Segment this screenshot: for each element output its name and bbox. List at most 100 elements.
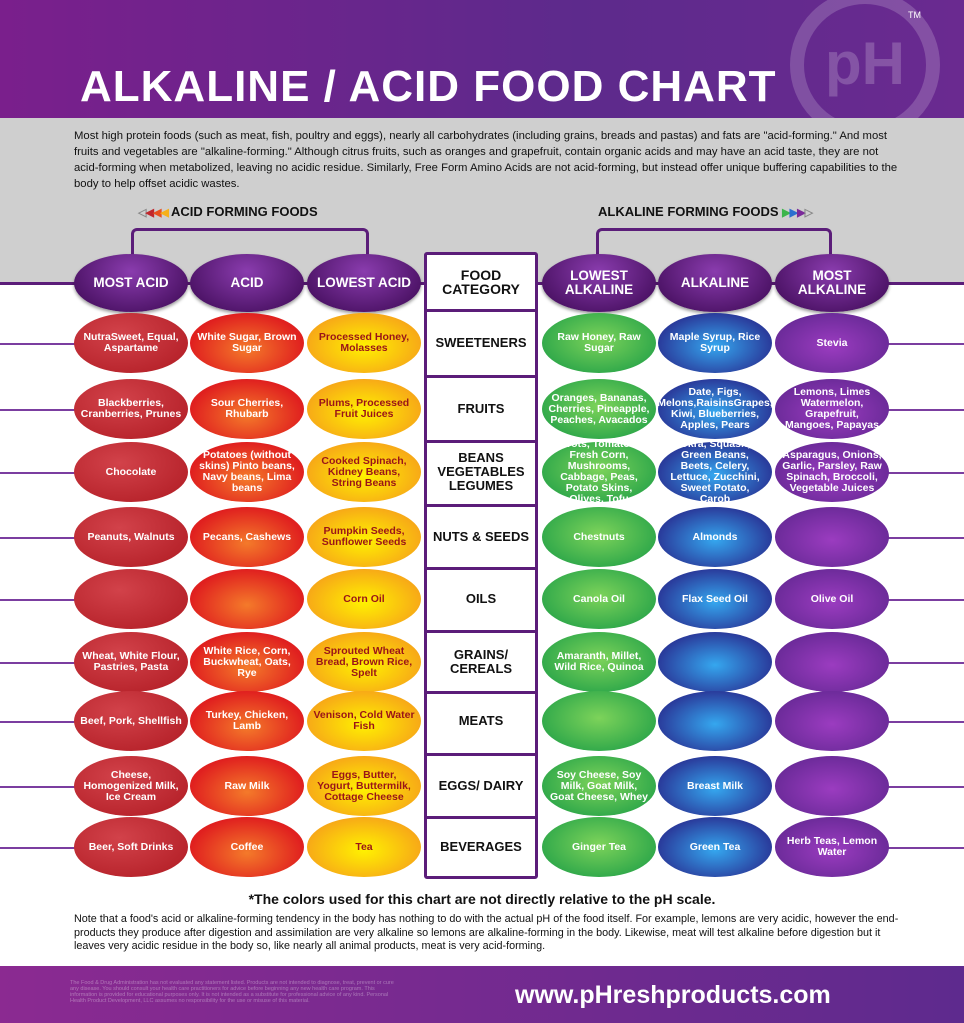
food-category: BEVERAGES [440, 839, 522, 854]
food-cell: Canola Oil [542, 569, 656, 629]
category-divider [427, 309, 535, 312]
row-line-right [888, 472, 964, 474]
food-cell [190, 569, 304, 629]
food-cell: Date, Figs, Melons,RaisinsGrapes, Kiwi, … [657, 379, 773, 439]
website-link[interactable]: www.pHreshproducts.com [515, 981, 831, 1009]
acid-forming-label: ◁◀◀◀ ACID FORMING FOODS [138, 204, 318, 219]
food-category: BEANS VEGETABLES LEGUMES [437, 450, 525, 493]
color-footnote: *The colors used for this chart are not … [248, 891, 716, 907]
food-cell: Venison, Cold Water Fish [307, 691, 421, 751]
category-divider [427, 630, 535, 633]
title-banner: ALKALINE / ACID FOOD CHART pH TM [0, 0, 964, 140]
food-cell: Olive Oil [775, 569, 889, 629]
row-line-right [888, 537, 964, 539]
food-cell: White Rice, Corn, Buckwheat, Oats, Rye [190, 632, 304, 692]
food-cell: Chestnuts [542, 507, 656, 567]
footer-banner: The Food & Drug Administration has not e… [0, 966, 964, 1023]
row-line-left [0, 721, 76, 723]
food-category: FRUITS [457, 401, 505, 416]
food-cell: Carots, Tomatoes, Fresh Corn, Mushrooms,… [542, 439, 656, 505]
food-cell: Amaranth, Millet, Wild Rice, Quinoa [542, 632, 656, 692]
food-cell: Pecans, Cashews [190, 507, 304, 567]
row-line-right [888, 409, 964, 411]
food-cell: Flax Seed Oil [658, 569, 772, 629]
category-divider [427, 375, 535, 378]
food-cell [658, 632, 772, 692]
acid-forming-text: ACID FORMING FOODS [171, 204, 318, 219]
food-cell [775, 632, 889, 692]
column-header: MOST ACID [74, 254, 188, 312]
food-cell: Turkey, Chicken, Lamb [190, 691, 304, 751]
food-cell: Blackberries, Cranberries, Prunes [74, 379, 188, 439]
food-cell: Sprouted Wheat Bread, Brown Rice, Spelt [307, 632, 421, 692]
row-line-left [0, 847, 76, 849]
right-arrows-icon: ▶▶▶▷ [782, 207, 813, 219]
row-line-left [0, 343, 76, 345]
food-cell: NutraSweet, Equal, Aspartame [74, 313, 188, 373]
row-line-left [0, 786, 76, 788]
column-header: ACID [190, 254, 304, 312]
food-category: NUTS & SEEDS [432, 529, 530, 544]
alkaline-forming-label: ALKALINE FORMING FOODS ▶▶▶▷ [598, 204, 813, 219]
food-cell: Ginger Tea [542, 817, 656, 877]
row-line-right [888, 847, 964, 849]
food-cell: Breast Milk [658, 756, 772, 816]
food-cell: Cheese, Homogenized Milk, Ice Cream [74, 756, 188, 816]
food-cell: White Sugar, Brown Sugar [190, 313, 304, 373]
food-cell: Asparagus, Onions, Garlic, Parsley, Raw … [775, 442, 889, 502]
food-cell: Eggs, Butter, Yogurt, Buttermilk, Cottag… [307, 756, 421, 816]
column-header-food-category: FOOD CATEGORY [442, 267, 520, 297]
food-cell: Almonds [658, 507, 772, 567]
food-category: MEATS [458, 713, 504, 728]
food-cell: Processed Honey, Molasses [307, 313, 421, 373]
row-line-left [0, 537, 76, 539]
food-cell: Potatoes (without skins) Pinto beans, Na… [190, 442, 304, 502]
food-category: GRAINS/ CEREALS [449, 647, 513, 676]
row-line-right [888, 662, 964, 664]
disclaimer: The Food & Drug Administration has not e… [70, 980, 394, 1004]
food-cell [74, 569, 188, 629]
category-divider [427, 691, 535, 694]
category-divider [427, 567, 535, 570]
row-line-left [0, 599, 76, 601]
category-divider [427, 504, 535, 507]
row-line-left [0, 472, 76, 474]
food-cell: Coffee [190, 817, 304, 877]
food-category: EGGS/ DAIRY [438, 778, 524, 793]
intro-text: Most high protein foods (such as meat, f… [74, 130, 898, 190]
food-category: OILS [465, 591, 497, 606]
food-cell: Oranges, Bananas, Cherries, Pineapple, P… [542, 379, 656, 439]
food-category: SWEETENERS [435, 335, 527, 350]
food-cell [775, 691, 889, 751]
category-divider [427, 816, 535, 819]
food-cell: Peanuts, Walnuts [74, 507, 188, 567]
alkaline-forming-text: ALKALINE FORMING FOODS [598, 204, 779, 219]
column-header: LOWEST ACID [307, 254, 421, 312]
row-line-right [888, 786, 964, 788]
food-cell: Pumpkin Seeds, Sunflower Seeds [307, 507, 421, 567]
food-cell: Stevia [775, 313, 889, 373]
row-line-right [888, 599, 964, 601]
acid-bracket [131, 228, 369, 258]
food-cell: Green Tea [658, 817, 772, 877]
food-cell: Beer, Soft Drinks [74, 817, 188, 877]
note-text: Note that a food's acid or alkaline-form… [74, 913, 899, 952]
food-cell: Raw Honey, Raw Sugar [542, 313, 656, 373]
food-cell: Beef, Pork, Shellfish [74, 691, 188, 751]
category-divider [427, 753, 535, 756]
food-category-box [424, 252, 538, 879]
food-cell [658, 691, 772, 751]
category-divider [427, 440, 535, 443]
column-header: ALKALINE [658, 254, 772, 312]
trademark: TM [908, 10, 921, 20]
food-cell: Cooked Spinach, Kidney Beans, String Bea… [307, 442, 421, 502]
row-line-right [888, 721, 964, 723]
left-arrows-icon: ◁◀◀◀ [138, 207, 169, 219]
column-header: LOWEST ALKALINE [542, 254, 656, 312]
page-title: ALKALINE / ACID FOOD CHART [80, 62, 777, 111]
food-cell: Lemons, Limes Watermelon, Grapefruit, Ma… [775, 379, 889, 439]
food-cell: Wheat, White Flour, Pastries, Pasta [74, 632, 188, 692]
row-line-left [0, 409, 76, 411]
food-cell: Plums, Processed Fruit Juices [307, 379, 421, 439]
food-cell: Soy Cheese, Soy Milk, Goat Milk, Goat Ch… [542, 756, 656, 816]
